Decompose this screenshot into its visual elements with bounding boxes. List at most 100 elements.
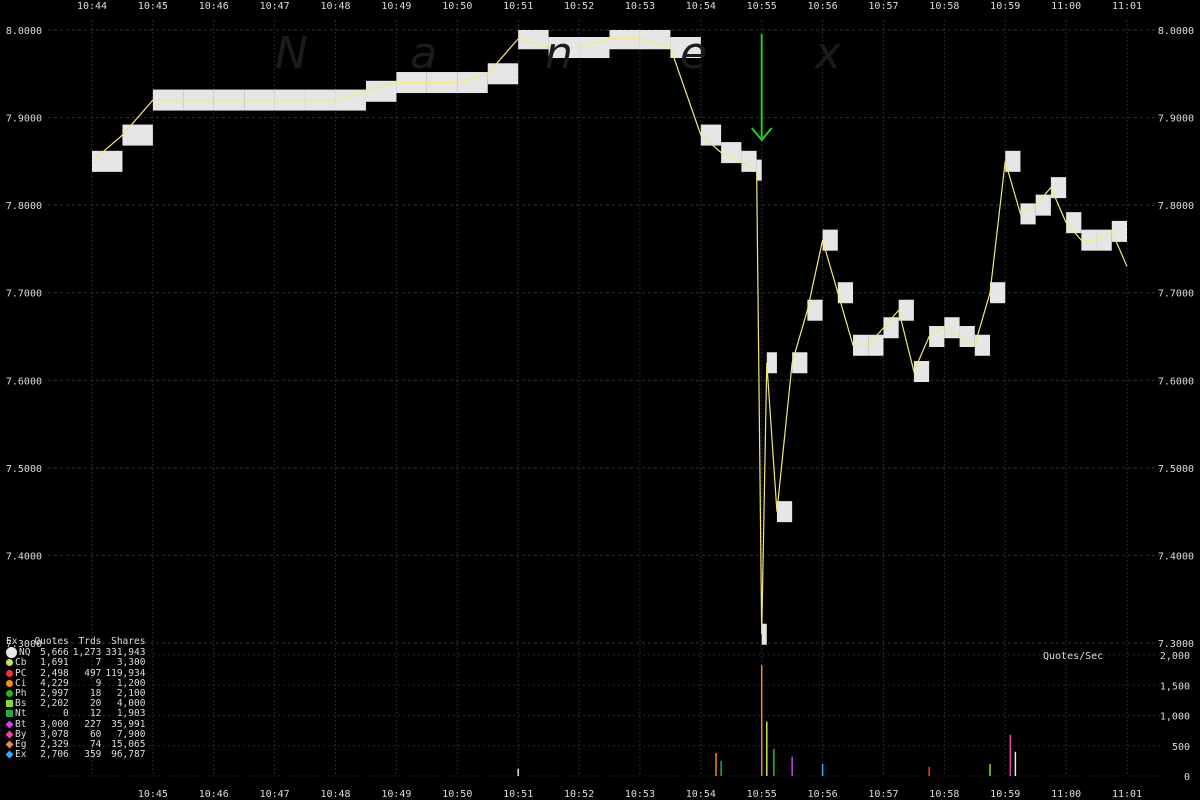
top-time-label: 11:00 [1051, 1, 1081, 12]
watermark-letter: a [410, 28, 437, 79]
vol-axis-label: 1,000 [1160, 712, 1190, 723]
bottom-time-label: 11:00 [1051, 789, 1081, 800]
legend-quotes: 3,078 [40, 728, 69, 740]
legend-trds: 60 [89, 728, 102, 740]
exchange-marker-icon [5, 720, 14, 729]
legend-quotes: 2,997 [40, 688, 69, 700]
quote-band [776, 501, 793, 523]
top-time-label: 10:50 [442, 1, 472, 12]
left-price-label: 7.8000 [6, 201, 42, 212]
quote-band [929, 325, 945, 348]
bottom-time-label: 10:55 [747, 789, 777, 800]
right-price-label: 7.5000 [1158, 464, 1194, 475]
quote-band [837, 282, 854, 304]
quote-band [741, 150, 757, 172]
quote-band [974, 334, 991, 356]
top-time-label: 10:45 [138, 1, 168, 12]
quote-band [92, 150, 123, 172]
left-price-label: 7.9000 [6, 114, 42, 125]
quote-band [883, 317, 899, 339]
legend-shares: 7,900 [116, 728, 146, 740]
legend-shares: 3,300 [116, 657, 146, 669]
legend-shares: 96,787 [111, 749, 146, 761]
top-time-label: 10:55 [747, 1, 777, 12]
legend-trds: 18 [89, 688, 102, 700]
legend-quotes: 2,329 [40, 739, 69, 751]
legend-shares: 331,943 [105, 646, 146, 658]
annotation [750, 34, 773, 142]
legend-trds: 359 [84, 749, 102, 761]
exchange-marker-icon [5, 750, 14, 759]
quote-band [487, 63, 519, 85]
left-price-label: 7.7000 [6, 289, 42, 300]
bottom-time-label: 10:48 [320, 789, 350, 800]
quote-band [1005, 150, 1021, 172]
watermark-letter: x [815, 28, 842, 79]
legend-trds: 1,273 [72, 646, 102, 658]
quote-band [792, 352, 808, 374]
legend-quotes: 2,706 [40, 749, 69, 761]
top-time-label: 10:49 [381, 1, 411, 12]
vol-axis-label: 1,500 [1160, 681, 1190, 692]
vol-axis-label: 500 [1172, 742, 1190, 753]
left-price-label: 7.3000 [6, 639, 42, 650]
bottom-time-label: 10:53 [625, 789, 655, 800]
quote-band [868, 334, 884, 356]
legend-row: Cb 1,691 7 3,300 [4, 658, 147, 668]
legend-shares: 4,000 [116, 698, 146, 710]
quote-band [457, 72, 488, 94]
exchange-marker-icon [6, 647, 17, 659]
legend-row: By 3,078 60 7,900 [4, 728, 147, 740]
legend-shares: 1,903 [116, 708, 146, 720]
legend-shares: 1,200 [116, 677, 146, 689]
bottom-time-label: 11:01 [1112, 789, 1142, 800]
right-price-label: 7.4000 [1158, 551, 1194, 562]
legend-trds: 20 [89, 698, 102, 710]
top-time-label: 10:46 [199, 1, 229, 12]
exchange-marker-icon [6, 679, 13, 687]
exchange-code: By [15, 728, 27, 740]
legend-quotes: 2,498 [40, 667, 69, 679]
vol-axis-label: 0 [1184, 772, 1190, 783]
legend-trds: 7 [95, 657, 102, 669]
right-price-label: 7.6000 [1158, 376, 1194, 387]
right-price-label: 7.8000 [1158, 201, 1194, 212]
exchange-code: Ph [15, 688, 27, 700]
top-time-label: 10:48 [320, 1, 350, 12]
axes: 10:44 10:45 10:46 10:47 10:48 10:49 10:50 10:51… [6, 1, 1194, 800]
top-time-label: 11:01 [1112, 1, 1142, 12]
bottom-time-label: 10:49 [381, 789, 411, 800]
top-time-label: 10:59 [990, 1, 1020, 12]
watermark-letter: e [680, 28, 708, 79]
legend-trds: 227 [84, 718, 102, 730]
exchange-code: Ci [15, 677, 27, 689]
legend-quotes: 0 [63, 708, 69, 720]
top-time-label: 10:54 [686, 1, 716, 12]
bottom-time-label: 10:45 [138, 789, 168, 800]
legend-shares: 119,934 [105, 667, 146, 679]
legend-row: Eg 2,329 74 15,065 [4, 739, 147, 751]
quote-band [122, 124, 153, 146]
quote-band [766, 352, 777, 374]
legend-row: Bt 3,000 227 35,991 [4, 718, 147, 730]
exchange-marker-icon [6, 690, 13, 698]
legend-quotes: 1,691 [40, 657, 69, 669]
legend-quotes: 4,229 [40, 677, 69, 689]
quote-band [761, 623, 767, 645]
legend-row: Bs 2,202 20 4,000 [4, 699, 147, 709]
quote-band [1050, 177, 1067, 199]
quote-band [898, 299, 914, 321]
left-price-label: 7.4000 [6, 551, 42, 562]
arrow-head [750, 127, 773, 142]
exchange-code: Cb [15, 657, 27, 669]
bottom-time-label: 10:57 [868, 789, 898, 800]
quote-band [944, 317, 960, 339]
exchange-code: Ex [15, 749, 27, 761]
quote-band [609, 30, 640, 50]
legend-row: Ci 4,229 9 1,200 [4, 677, 147, 689]
right-price-label: 8.0000 [1158, 26, 1194, 37]
right-price-label: 7.7000 [1158, 289, 1194, 300]
exchange-code: Bt [15, 718, 27, 730]
top-time-label: 10:44 [77, 1, 107, 12]
